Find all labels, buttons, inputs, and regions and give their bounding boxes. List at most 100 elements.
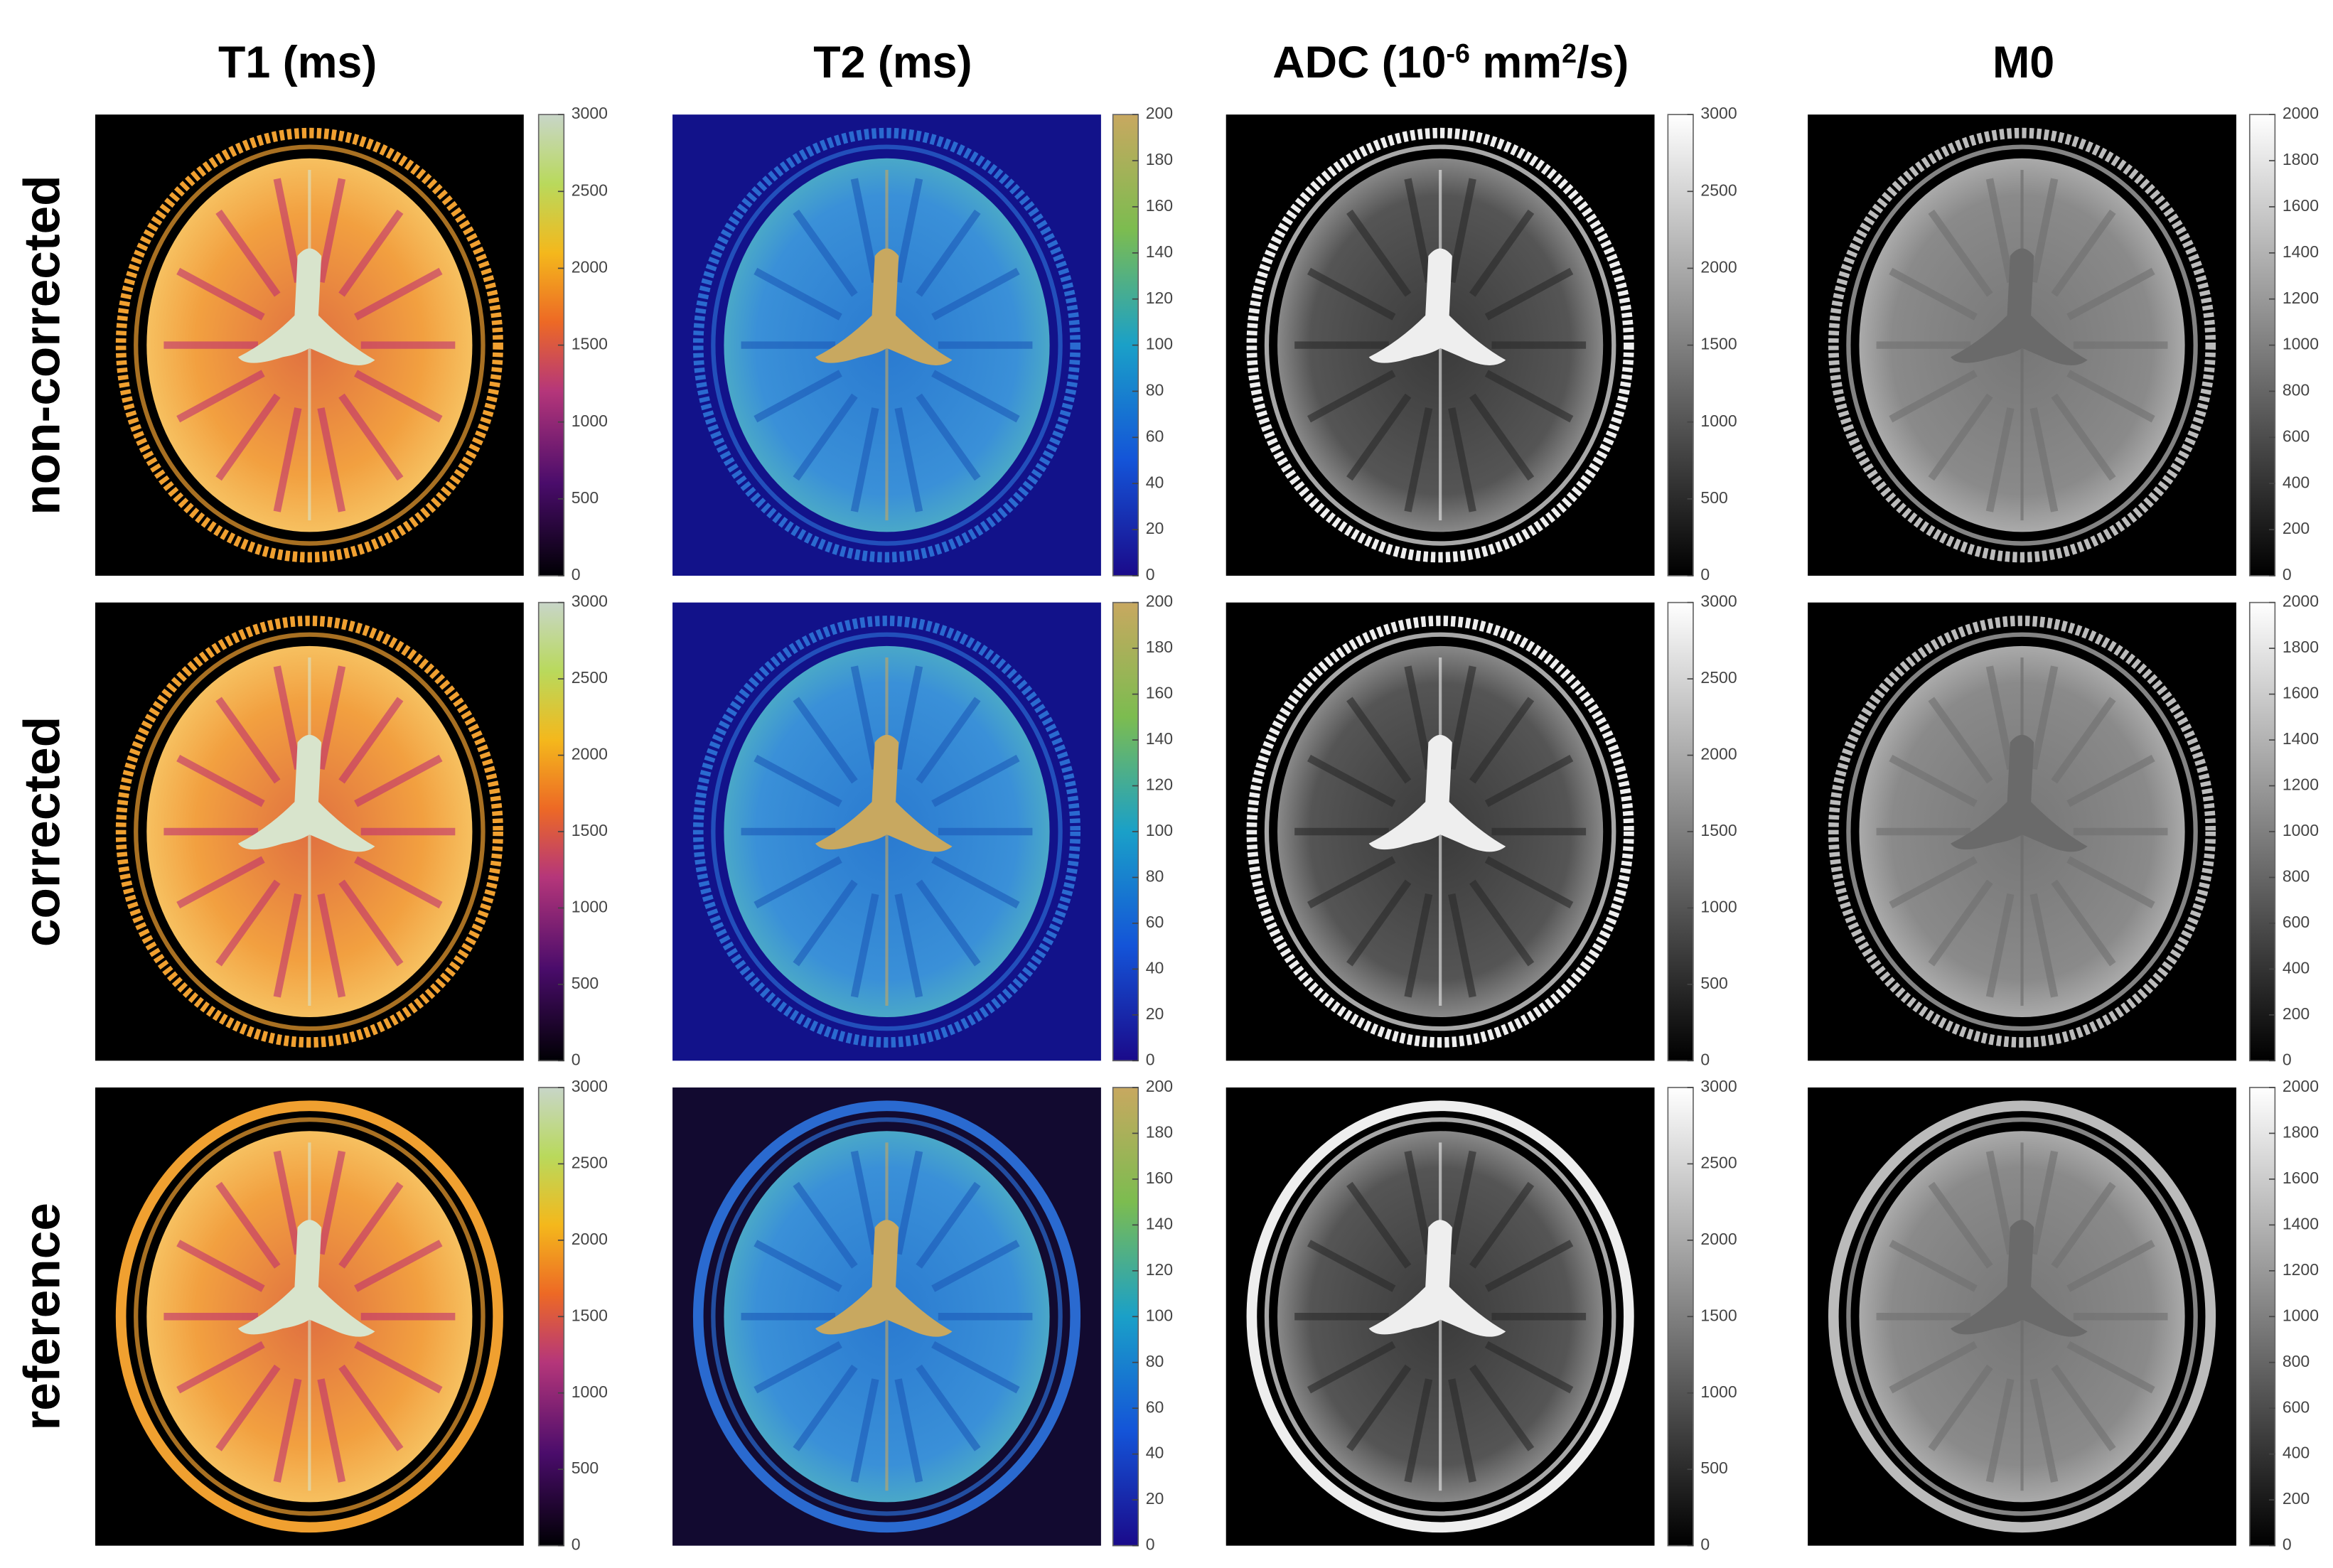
colorbar-tick-label: 20 <box>1146 519 1164 537</box>
colorbar-tick-label: 1500 <box>572 821 608 839</box>
skull-ring <box>692 616 1081 1048</box>
sulcus <box>1928 1364 1993 1451</box>
ventricles <box>815 1220 953 1337</box>
ventricles <box>237 1220 375 1337</box>
sulcus <box>338 879 404 967</box>
sulcus <box>317 665 346 770</box>
sulcus <box>1928 697 1993 784</box>
sulcus <box>317 1150 346 1255</box>
colorbar-tick-label: 2000 <box>2283 1077 2319 1095</box>
colorbar-tick-label: 200 <box>2283 519 2310 537</box>
map-image <box>1808 114 2236 576</box>
title-part: M0 <box>1993 38 2054 87</box>
sulcus <box>1469 1364 1535 1451</box>
colorbar-tick-label: 2500 <box>572 181 608 199</box>
sulcus <box>894 407 923 512</box>
colorbar-tick-label: 500 <box>1700 488 1727 507</box>
colorbar-tick-label: 1000 <box>1700 412 1737 430</box>
map-image <box>95 1087 524 1546</box>
map-image <box>1226 602 1655 1061</box>
sulcus <box>753 267 842 321</box>
sulcus <box>931 267 1020 321</box>
sulcus <box>1889 754 1978 807</box>
colorbar-tick-label: 3000 <box>572 104 608 122</box>
sulcus <box>273 407 302 512</box>
colorbar-tick-label: 800 <box>2283 381 2310 399</box>
skull-ring-inner <box>1264 144 1616 546</box>
sulcus <box>1985 1378 2015 1483</box>
colorbar-tick-label: 160 <box>1146 1169 1173 1187</box>
colorbar-tick-label: 0 <box>1700 1535 1710 1554</box>
colorbar-tick-label: 60 <box>1146 426 1164 445</box>
colorbar-tick-label: 120 <box>1146 1260 1173 1279</box>
sulcus <box>1346 393 1412 481</box>
sulcus <box>2066 856 2155 909</box>
colorbar-tick-label: 0 <box>2283 1535 2292 1554</box>
colorbar-tick-label: 600 <box>2283 913 2310 931</box>
colorbar-tick-label: 2500 <box>572 1153 608 1171</box>
skull-ring-inner <box>711 632 1063 1031</box>
sulcus <box>1985 178 2015 284</box>
sulcus <box>1307 754 1396 807</box>
sulcus <box>793 879 858 967</box>
sulcus <box>850 178 879 284</box>
colorbar-tick-label: 1000 <box>572 412 608 430</box>
sulcus <box>1404 893 1433 998</box>
map-image <box>672 602 1101 1061</box>
sulcus <box>916 1181 981 1269</box>
colorbar-tick-label: 2000 <box>1700 745 1737 763</box>
sulcus <box>1889 370 1978 423</box>
sulcus <box>1469 209 1535 297</box>
row-label: corrected <box>15 716 71 947</box>
column-title: T1 (ms) <box>218 38 377 87</box>
colorbar-tick-label: 2000 <box>572 745 608 763</box>
colorbar-tick-label: 1400 <box>2283 1214 2319 1233</box>
sulcus <box>1346 209 1412 297</box>
column-title: ADC (10-6 mm2/s) <box>1272 38 1629 87</box>
sulcus <box>894 665 923 770</box>
colorbar-tick-label: 2000 <box>2283 592 2319 611</box>
sulcus <box>1469 393 1535 481</box>
sulcus <box>1928 209 1993 297</box>
colorbar-tick-label: 40 <box>1146 958 1164 977</box>
colorbar-tick-label: 500 <box>572 488 599 507</box>
sulcus <box>354 856 443 909</box>
ventricles <box>1951 734 2088 852</box>
colorbar-tick-label: 3000 <box>1700 592 1737 611</box>
sulcus <box>1889 267 1978 321</box>
ventricles <box>1951 248 2088 365</box>
sulcus <box>1484 754 1574 807</box>
skull-ring <box>115 1100 503 1533</box>
title-part: T1 (ms) <box>218 38 377 87</box>
map-image <box>672 1087 1101 1546</box>
colorbar-tick-label: 140 <box>1146 242 1173 261</box>
colorbar-tick-label: 0 <box>1146 1050 1155 1068</box>
sulcus <box>2029 178 2059 284</box>
sulcus <box>317 893 346 998</box>
sulcus <box>916 1364 981 1451</box>
sulcus <box>753 370 842 423</box>
colorbar-tick-label: 60 <box>1146 1397 1164 1416</box>
sulcus <box>2051 1181 2116 1269</box>
colorbar-tick-label: 600 <box>2283 1397 2310 1416</box>
colorbar-tick-label: 0 <box>2283 565 2292 584</box>
sulcus <box>931 754 1020 807</box>
row-label: non-corrected <box>15 175 71 515</box>
sulcus <box>916 393 981 481</box>
ventricles <box>1368 248 1506 365</box>
colorbar-tick-label: 200 <box>1146 1077 1173 1095</box>
colorbar-tick-label: 1500 <box>1700 821 1737 839</box>
ventricles <box>1368 1220 1506 1337</box>
sulcus <box>916 209 981 297</box>
colorbar-tick-label: 1500 <box>572 335 608 353</box>
sulcus <box>338 209 404 297</box>
sulcus <box>793 1181 858 1269</box>
sulcus <box>1307 267 1396 321</box>
sulcus <box>1307 1341 1396 1394</box>
sulcus <box>1469 1181 1535 1269</box>
sulcus <box>894 893 923 998</box>
colorbar-tick-label: 0 <box>572 565 581 584</box>
sulcus <box>1346 1181 1412 1269</box>
colorbar-tick-label: 3000 <box>1700 1077 1737 1095</box>
sulcus <box>753 1341 842 1394</box>
